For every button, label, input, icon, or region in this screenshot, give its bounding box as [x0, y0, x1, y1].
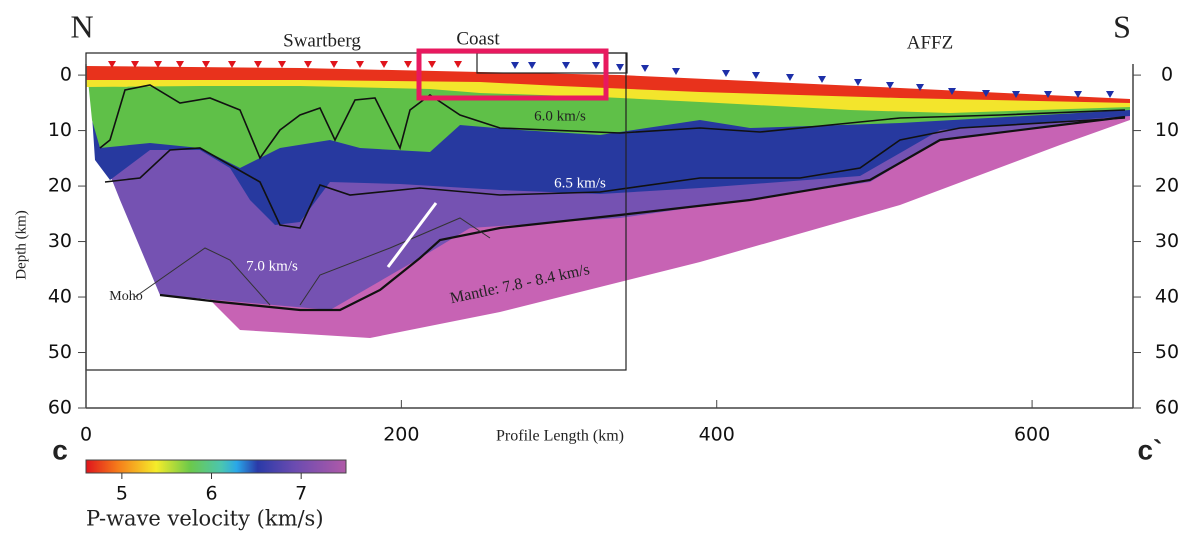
y-tick-label: 50 — [48, 341, 72, 363]
y-tick-label: 60 — [48, 397, 72, 419]
end-label: N — [70, 8, 93, 44]
station — [722, 70, 730, 77]
region-label: Coast — [456, 28, 500, 49]
station — [330, 61, 338, 68]
station — [278, 61, 286, 68]
x-axis-label: Profile Length (km) — [496, 428, 624, 445]
station — [818, 76, 826, 83]
section-label: c — [52, 434, 68, 465]
station — [562, 62, 570, 69]
y-tick-label: 40 — [48, 286, 72, 308]
x-tick-label: 600 — [1014, 424, 1050, 446]
colorbar-label: P-wave velocity (km/s) — [86, 507, 324, 531]
contour-label: 6.0 km/s — [534, 108, 586, 124]
y-tick-label: 30 — [1155, 230, 1179, 252]
y-tick-label: 10 — [48, 119, 72, 141]
y-tick-label: 0 — [1161, 64, 1173, 86]
figure: N S Swartberg Coast AFFZ Depth (km) Prof… — [0, 0, 1193, 540]
x-tick-label: 200 — [383, 424, 419, 446]
colorbar-tick-label: 6 — [205, 483, 217, 505]
station — [616, 64, 624, 71]
region-label: AFFZ — [907, 32, 953, 53]
x-tick-label: 400 — [699, 424, 735, 446]
station — [672, 68, 680, 75]
station — [511, 62, 519, 69]
station — [752, 72, 760, 79]
station — [228, 61, 236, 68]
station — [202, 61, 210, 68]
velocity-field — [86, 61, 1130, 338]
y-tick-label: 50 — [1155, 341, 1179, 363]
region-label: Swartberg — [283, 30, 361, 51]
station — [356, 61, 364, 68]
y-axis-label: Depth (km) — [13, 210, 29, 280]
station — [528, 62, 536, 69]
station — [641, 65, 649, 72]
colorbar-tick-label: 7 — [295, 483, 307, 505]
station — [454, 61, 462, 68]
contour-label: 6.5 km/s — [554, 175, 606, 191]
section-label: c` — [1138, 434, 1163, 465]
y-tick-label: 30 — [48, 230, 72, 252]
y-tick-label: 10 — [1155, 119, 1179, 141]
end-label: S — [1113, 8, 1131, 44]
station — [592, 62, 600, 69]
colorbar — [86, 460, 346, 473]
y-tick-label: 20 — [48, 175, 72, 197]
station — [428, 61, 436, 68]
colorbar-tick-label: 5 — [116, 483, 128, 505]
station — [380, 61, 388, 68]
station — [254, 61, 262, 68]
x-tick-label: 0 — [80, 424, 92, 446]
station — [304, 61, 312, 68]
y-tick-label: 40 — [1155, 286, 1179, 308]
station — [786, 74, 794, 81]
y-tick-label: 60 — [1155, 397, 1179, 419]
station — [404, 61, 412, 68]
contour-label: 7.0 km/s — [246, 258, 298, 274]
y-tick-label: 20 — [1155, 175, 1179, 197]
y-tick-label: 0 — [60, 64, 72, 86]
moho-label: Moho — [109, 289, 142, 304]
station — [1106, 91, 1114, 98]
station — [854, 79, 862, 86]
